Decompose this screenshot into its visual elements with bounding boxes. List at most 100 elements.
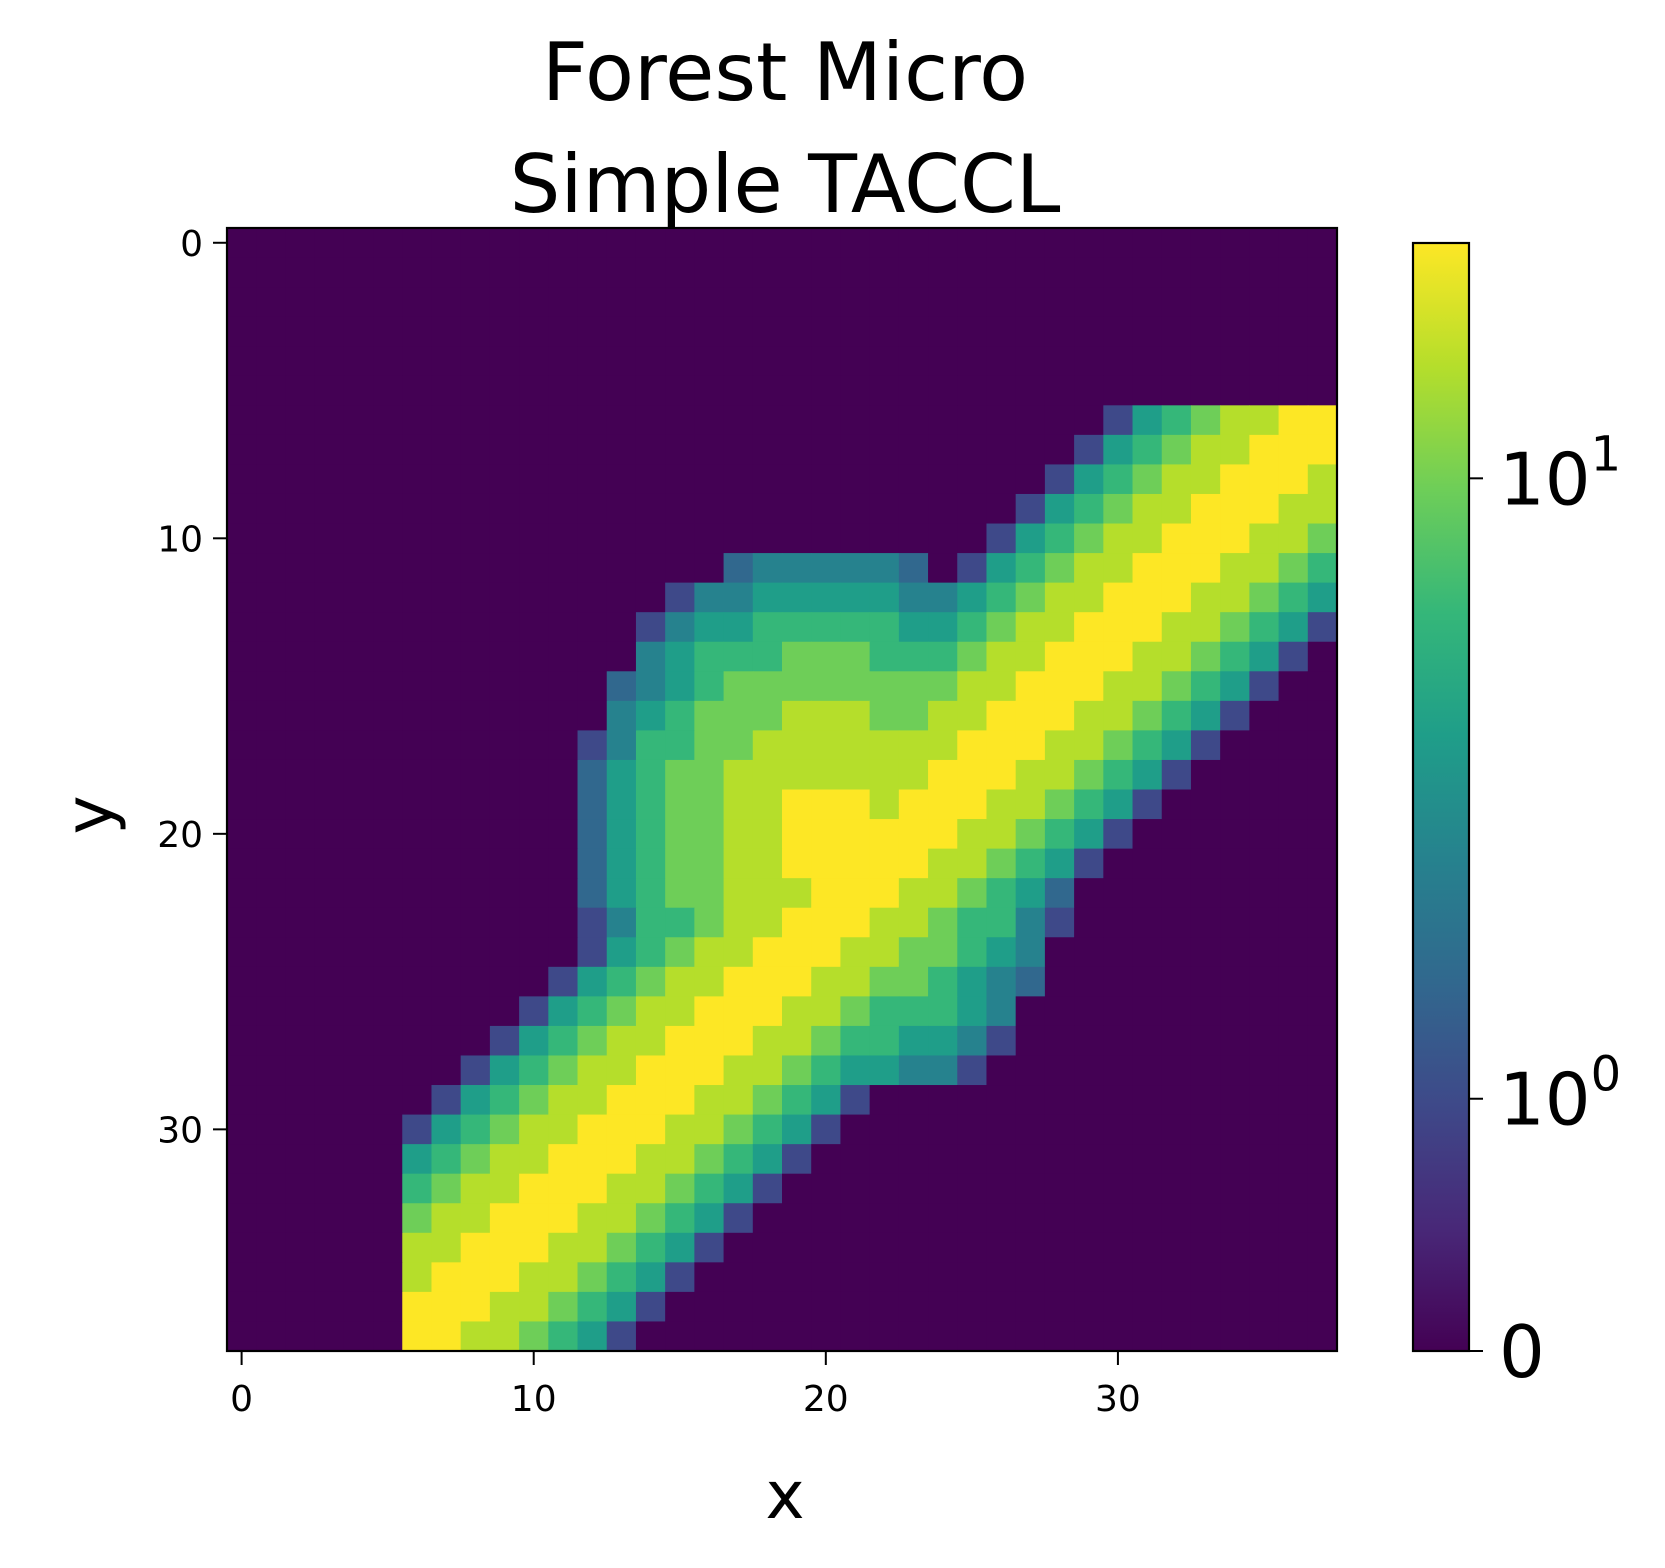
- heatmap-cell: [256, 819, 287, 850]
- chart-title-line-2: Simple TACCL: [510, 138, 1061, 231]
- heatmap-cell: [548, 346, 579, 377]
- heatmap-cell: [1074, 848, 1104, 879]
- heatmap-cell: [1074, 612, 1104, 643]
- heatmap-cell: [986, 1203, 1017, 1234]
- heatmap-cell: [460, 878, 491, 909]
- heatmap-cell: [782, 1262, 812, 1293]
- heatmap-cell: [1307, 996, 1338, 1027]
- heatmap-cell: [1015, 523, 1046, 554]
- heatmap-cell: [665, 848, 695, 879]
- heatmap-cell: [869, 1114, 900, 1145]
- heatmap-cell: [343, 405, 374, 436]
- heatmap-cell: [1307, 612, 1338, 643]
- heatmap-cell: [1190, 671, 1221, 702]
- heatmap-cell: [1307, 937, 1338, 968]
- heatmap-cell: [343, 434, 374, 466]
- heatmap-cell: [373, 493, 403, 525]
- heatmap-cell: [548, 257, 579, 288]
- heatmap-cell: [548, 582, 579, 613]
- heatmap-cell: [752, 257, 783, 288]
- heatmap-cell: [665, 996, 695, 1027]
- heatmap-cell: [1015, 346, 1046, 377]
- heatmap-cell: [343, 1085, 374, 1116]
- heatmap-cell: [1307, 730, 1338, 761]
- heatmap-cell: [402, 1025, 433, 1057]
- heatmap-cell: [548, 1114, 579, 1145]
- heatmap-cell: [869, 937, 900, 968]
- heatmap-cell: [840, 316, 871, 347]
- heatmap-cell: [1249, 730, 1280, 761]
- heatmap-cell: [723, 1025, 754, 1057]
- heatmap-cell: [694, 1085, 725, 1116]
- heatmap-cell: [431, 937, 462, 968]
- heatmap-cell: [1249, 612, 1280, 643]
- heatmap-cell: [519, 287, 549, 318]
- heatmap-cell: [665, 1055, 695, 1086]
- heatmap-cell: [489, 1291, 520, 1323]
- heatmap-cell: [1044, 493, 1075, 525]
- heatmap-cell: [1103, 789, 1134, 820]
- y-axis-label: y: [51, 795, 128, 834]
- heatmap-cell: [1190, 1085, 1221, 1116]
- heatmap-cell: [314, 1173, 345, 1204]
- heatmap-cell: [1278, 937, 1309, 968]
- heatmap-cell: [1074, 730, 1104, 761]
- heatmap-cell: [1074, 1173, 1104, 1204]
- heatmap-cell: [723, 878, 754, 909]
- heatmap-cell: [460, 1232, 491, 1263]
- heatmap-cell: [460, 759, 491, 791]
- heatmap-cell: [694, 228, 725, 259]
- heatmap-cell: [343, 346, 374, 377]
- heatmap-cell: [431, 405, 462, 436]
- heatmap-cell: [782, 434, 812, 466]
- heatmap-cell: [665, 730, 695, 761]
- heatmap-cell: [811, 819, 842, 850]
- heatmap-cell: [1132, 996, 1163, 1027]
- heatmap-cell: [635, 405, 666, 436]
- heatmap-cell: [840, 1085, 871, 1116]
- heatmap-cell: [898, 848, 929, 879]
- heatmap-cell: [256, 405, 287, 436]
- heatmap-cell: [373, 700, 403, 731]
- heatmap-cell: [343, 1055, 374, 1086]
- heatmap-cell: [665, 789, 695, 820]
- heatmap-cell: [373, 1055, 403, 1086]
- heatmap-cell: [782, 1203, 812, 1234]
- heatmap-cell: [665, 966, 695, 997]
- heatmap-cell: [1249, 878, 1280, 909]
- heatmap-cell: [986, 434, 1017, 466]
- heatmap-cell: [227, 228, 257, 259]
- heatmap-cell: [460, 700, 491, 731]
- heatmap-cell: [694, 700, 725, 731]
- heatmap-cell: [986, 1232, 1017, 1263]
- heatmap-cell: [811, 1085, 842, 1116]
- heatmap-cell: [548, 612, 579, 643]
- heatmap-cell: [489, 1085, 520, 1116]
- heatmap-cell: [928, 641, 958, 672]
- heatmap-cell: [402, 671, 433, 702]
- heatmap-cell: [577, 1114, 608, 1145]
- heatmap-cell: [256, 789, 287, 820]
- heatmap-cell: [431, 907, 462, 938]
- heatmap-cell: [898, 257, 929, 288]
- heatmap-cell: [402, 257, 433, 288]
- heatmap-cell: [869, 996, 900, 1027]
- heatmap-cell: [548, 848, 579, 879]
- heatmap-cell: [957, 848, 988, 879]
- heatmap-cell: [635, 1144, 666, 1175]
- heatmap-cell: [986, 405, 1017, 436]
- heatmap-cell: [606, 1291, 637, 1323]
- heatmap-cell: [752, 612, 783, 643]
- heatmap-cell: [723, 966, 754, 997]
- heatmap-cell: [635, 228, 666, 259]
- heatmap-cell: [1220, 523, 1250, 554]
- heatmap-cell: [548, 493, 579, 525]
- heatmap-cell: [986, 937, 1017, 968]
- heatmap-cell: [1249, 641, 1280, 672]
- heatmap-cell: [1307, 1232, 1338, 1263]
- heatmap-cell: [577, 464, 608, 495]
- heatmap-cell: [752, 730, 783, 761]
- heatmap-cell: [752, 523, 783, 554]
- heatmap-cell: [665, 582, 695, 613]
- heatmap-cell: [373, 1085, 403, 1116]
